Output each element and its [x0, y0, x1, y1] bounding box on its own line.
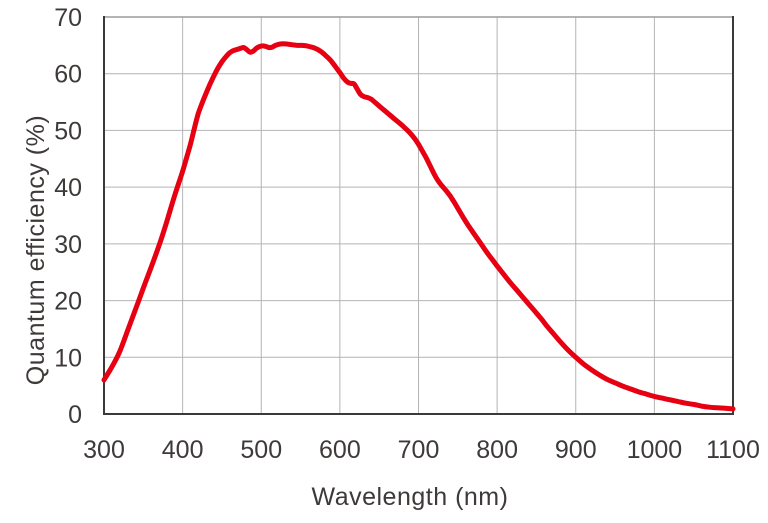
- x-tick-label: 900: [555, 436, 597, 464]
- y-tick-label: 30: [54, 231, 82, 259]
- x-tick-label: 600: [319, 436, 361, 464]
- y-tick-labels: 0 10 20 30 40 50 60 70: [54, 4, 82, 429]
- x-tick-labels: 300 400 500 600 700 800 900 1000 1100: [83, 436, 760, 464]
- gridlines: [104, 17, 733, 414]
- x-tick-label: 400: [162, 436, 204, 464]
- y-tick-label: 60: [54, 61, 82, 89]
- y-tick-label: 20: [54, 288, 82, 316]
- x-tick-label: 800: [476, 436, 518, 464]
- x-tick-label: 700: [398, 436, 440, 464]
- y-axis-title: Quantum efficiency (%): [22, 115, 50, 385]
- y-tick-label: 70: [54, 4, 82, 32]
- x-tick-label: 1100: [706, 436, 760, 464]
- qe-curve: [101, 41, 736, 412]
- x-axis-title: Wavelength (nm): [312, 483, 509, 511]
- x-tick-label: 300: [83, 436, 125, 464]
- x-tick-label: 500: [240, 436, 282, 464]
- y-tick-label: 10: [54, 344, 82, 372]
- y-tick-label: 40: [54, 174, 82, 202]
- x-tick-label: 1000: [627, 436, 683, 464]
- y-tick-label: 0: [68, 401, 82, 429]
- plot-border: [103, 16, 734, 415]
- y-tick-label: 50: [54, 117, 82, 145]
